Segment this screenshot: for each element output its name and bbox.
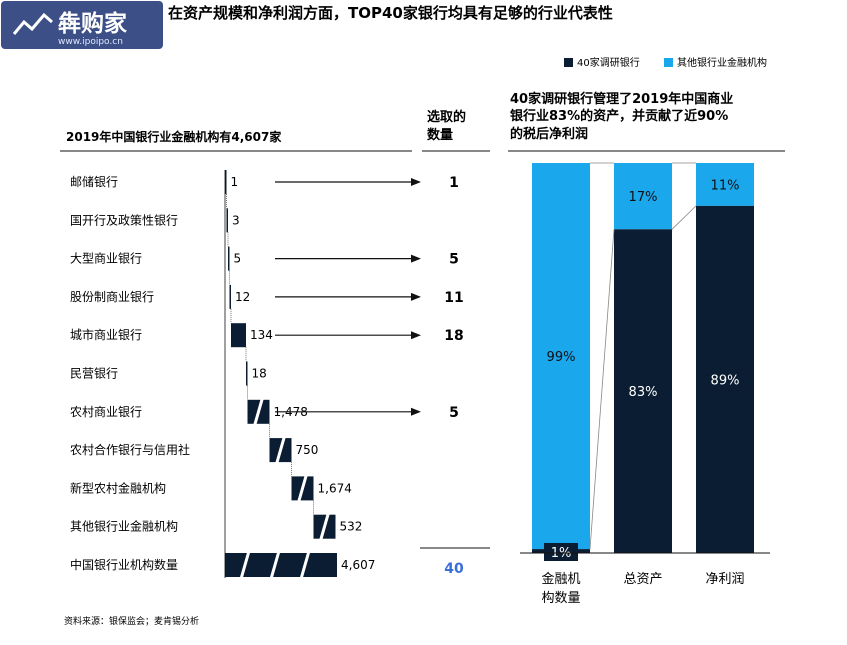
selected-count: 5 [449,405,459,421]
logo-text: 犇购家 [58,10,127,37]
axis-break-mark [253,397,264,427]
waterfall-bar [246,361,248,386]
bar-label-surveyed: 83% [629,385,658,400]
site-logo: 犇购家 www.ipoipo.cn [1,1,163,49]
bar-others [614,163,672,230]
selected-count: 1 [449,175,459,191]
legend-label-others: 其他银行业金融机构 [677,56,767,69]
connector-line [671,205,697,230]
selected-count: 11 [444,290,463,306]
value-label: 750 [296,443,319,457]
category-label: 国开行及政策性银行 [70,213,178,227]
right-header-line1: 40家调研银行管理了2019年中国商业 [510,91,733,107]
category-label: 农村合作银行与信用社 [70,442,190,457]
axis-break-mark [239,550,251,580]
arrow-head [411,292,421,301]
legend-swatch-surveyed [564,58,573,67]
category-label: 净利润 [705,572,744,587]
right-header-line2: 银行业83%的资产，并贡献了近90% [510,108,728,124]
logo-subtext: www.ipoipo.cn [58,37,123,47]
legend: 40家调研银行 其他银行业金融机构 [564,56,767,69]
axis-break-mark [299,550,311,580]
waterfall-bar [226,208,228,233]
axis-break-mark [275,435,286,465]
value-label: 134 [250,328,273,342]
bar-label-bg [544,543,578,561]
axis-break-mark [319,512,330,542]
axis-break-mark [269,550,281,580]
legend-swatch-others [664,58,673,67]
legend-label-surveyed: 40家调研银行 [577,56,640,69]
waterfall-bar [231,323,246,348]
waterfall-bar [228,246,230,271]
value-label: 1 [231,175,239,189]
mid-header-line1: 选取的 [427,109,466,125]
bar-others [696,163,754,206]
axis-break-mark [297,473,308,503]
category-label: 大型商业银行 [70,251,142,266]
source-note: 资料来源：银保监会；麦肯锡分析 [64,615,199,627]
category-label: 金融机 [541,571,580,587]
selected-count: 5 [449,252,459,268]
arrow-head [411,254,421,263]
waterfall-bar [225,170,227,194]
category-label: 邮储银行 [70,174,118,189]
page-title: 在资产规模和净利润方面，TOP40家银行均具有足够的行业代表性 [168,4,613,22]
category-label: 其他银行业金融机构 [70,519,178,534]
value-label: 12 [235,290,250,304]
category-label: 农村商业银行 [70,404,142,419]
connector-line [589,229,615,550]
arrow-head [411,331,421,340]
arrow-head [411,407,421,416]
value-label: 532 [340,520,363,534]
category-label: 城市商业银行 [70,327,142,342]
bar-label-surveyed: 89% [711,373,740,388]
value-label: 1,674 [318,481,352,495]
selected-count: 18 [444,328,463,344]
value-label: 5 [234,252,242,266]
category-label: 构数量 [541,591,580,606]
arrow-head [411,178,421,186]
bar-others [532,163,590,550]
category-label: 股份制商业银行 [70,289,154,304]
bar-surveyed [696,205,754,553]
mid-header-line2: 数量 [427,127,453,143]
category-label: 总资产 [623,572,662,587]
bar-label-others: 99% [547,350,576,365]
left-header: 2019年中国银行业金融机构有4,607家 [66,129,282,144]
category-label: 民营银行 [70,367,118,381]
category-label: 新型农村金融机构 [70,480,166,495]
selected-total: 40 [444,561,464,577]
value-label: 3 [232,213,240,227]
right-header-line3: 的税后净利润 [510,126,588,142]
bar-surveyed [614,229,672,554]
category-label: 中国银行业机构数量 [70,557,178,572]
waterfall-bar [229,284,231,309]
value-label: 18 [252,367,267,381]
bar-label-others: 11% [711,178,740,193]
value-label: 4,607 [341,558,375,572]
bar-label-others: 17% [629,190,658,205]
